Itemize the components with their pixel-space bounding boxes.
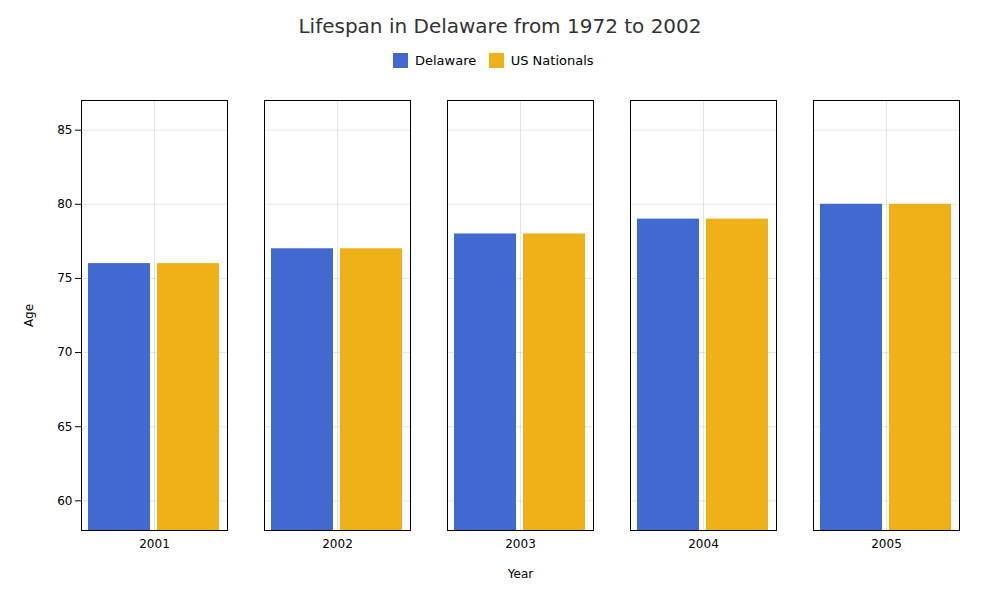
svg-text:2001: 2001 <box>139 537 170 551</box>
svg-text:65: 65 <box>57 419 72 433</box>
svg-text:2003: 2003 <box>505 537 536 551</box>
svg-text:2005: 2005 <box>871 537 902 551</box>
svg-text:75: 75 <box>57 271 72 285</box>
svg-text:Age: Age <box>22 303 36 326</box>
svg-text:85: 85 <box>57 122 72 136</box>
svg-text:2004: 2004 <box>688 537 719 551</box>
html-text:Delaware: Delaware <box>415 53 477 68</box>
html-text:Lifespan in Delaware from 1972: Lifespan in Delaware from 1972 to 2002 <box>298 14 702 38</box>
svg-text:70: 70 <box>57 345 72 359</box>
svg-text:2002: 2002 <box>322 537 353 551</box>
svg-text:60: 60 <box>57 493 72 507</box>
svg-text:Year: Year <box>507 566 533 580</box>
svg-text:80: 80 <box>57 197 72 211</box>
html-text:US Nationals: US Nationals <box>510 53 594 68</box>
